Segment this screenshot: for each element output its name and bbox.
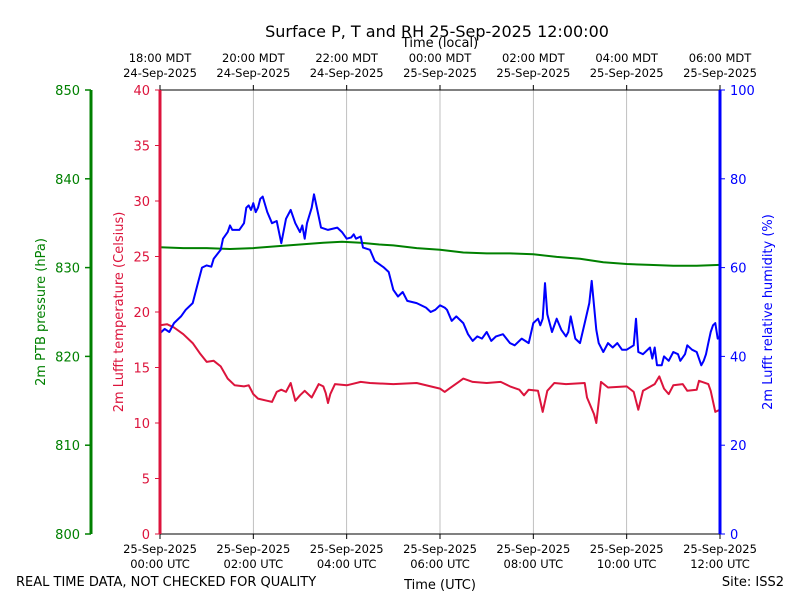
humidity-axis-label: 2m Lufft relative humidity (%): [761, 214, 776, 410]
chart-title: Surface P, T and RH 25-Sep-2025 12:00:00: [265, 22, 609, 41]
temperature-tick-label: 40: [133, 84, 150, 99]
x-tick-label-bottom-time: 00:00 UTC: [130, 557, 190, 571]
humidity-tick-label: 0: [730, 528, 738, 543]
x-tick-label-top-date: 25-Sep-2025: [496, 66, 570, 80]
pressure-tick-label: 840: [55, 173, 80, 188]
x-tick-label-bottom-date: 25-Sep-2025: [496, 542, 570, 556]
temperature-series-line: [160, 323, 720, 424]
x-tick-label-bottom-time: 12:00 UTC: [690, 557, 750, 571]
pressure-tick-label: 820: [55, 350, 80, 365]
x-tick-label-bottom-date: 25-Sep-2025: [123, 542, 197, 556]
pressure-series-line: [160, 240, 720, 267]
top-axis-label: Time (local): [401, 36, 478, 51]
temperature-tick-label: 15: [133, 362, 150, 377]
x-tick-label-bottom-date: 25-Sep-2025: [683, 542, 757, 556]
humidity-tick-label: 20: [730, 439, 747, 454]
x-tick-label-top-time: 22:00 MDT: [315, 51, 379, 65]
humidity-tick-label: 40: [730, 350, 747, 365]
x-tick-label-top-time: 20:00 MDT: [222, 51, 286, 65]
x-tick-label-bottom-time: 06:00 UTC: [410, 557, 470, 571]
temperature-axis-label: 2m Lufft temperature (Celsius): [112, 212, 127, 413]
temperature-tick-label: 10: [133, 417, 150, 432]
pressure-axis-label: 2m PTB pressure (hPa): [34, 238, 49, 386]
x-tick-label-top-date: 24-Sep-2025: [216, 66, 290, 80]
vertical-grid: [159, 90, 721, 534]
x-tick-label-top-date: 24-Sep-2025: [310, 66, 384, 80]
humidity-tick-label: 60: [730, 262, 747, 277]
x-tick-label-bottom-date: 25-Sep-2025: [590, 542, 664, 556]
x-tick-label-bottom-date: 25-Sep-2025: [310, 542, 384, 556]
x-tick-label-top-date: 25-Sep-2025: [403, 66, 477, 80]
x-axis-label: Time (UTC): [403, 578, 476, 593]
x-tick-label-bottom-time: 02:00 UTC: [224, 557, 284, 571]
temperature-tick-label: 25: [133, 251, 150, 266]
temperature-tick-label: 0: [142, 528, 150, 543]
temperature-tick-label: 35: [133, 140, 150, 155]
humidity-series-line: [160, 193, 720, 367]
x-tick-label-top-date: 25-Sep-2025: [683, 66, 757, 80]
site-label: Site: ISS2: [721, 575, 784, 590]
pressure-tick-label: 810: [55, 439, 80, 454]
x-tick-label-top-time: 18:00 MDT: [129, 51, 193, 65]
x-tick-label-top-time: 02:00 MDT: [502, 51, 566, 65]
x-tick-label-top-time: 00:00 MDT: [409, 51, 473, 65]
x-tick-label-top-time: 04:00 MDT: [595, 51, 659, 65]
x-tick-label-bottom-time: 10:00 UTC: [597, 557, 657, 571]
temperature-tick-label: 5: [142, 473, 150, 488]
pressure-tick-label: 830: [55, 262, 80, 277]
x-tick-label-top-date: 25-Sep-2025: [590, 66, 664, 80]
x-tick-label-top-date: 24-Sep-2025: [123, 66, 197, 80]
x-tick-label-top-time: 06:00 MDT: [689, 51, 753, 65]
x-tick-label-bottom-time: 04:00 UTC: [317, 557, 377, 571]
humidity-tick-label: 80: [730, 173, 747, 188]
humidity-tick-label: 100: [730, 84, 755, 99]
x-tick-label-bottom-date: 25-Sep-2025: [403, 542, 477, 556]
pressure-tick-label: 800: [55, 528, 80, 543]
temperature-tick-label: 30: [133, 195, 150, 210]
quality-note: REAL TIME DATA, NOT CHECKED FOR QUALITY: [16, 575, 317, 590]
x-tick-label-bottom-date: 25-Sep-2025: [216, 542, 290, 556]
pressure-tick-label: 850: [55, 84, 80, 99]
series-group: [160, 193, 720, 424]
temperature-tick-label: 20: [133, 306, 150, 321]
x-tick-label-bottom-time: 08:00 UTC: [504, 557, 564, 571]
